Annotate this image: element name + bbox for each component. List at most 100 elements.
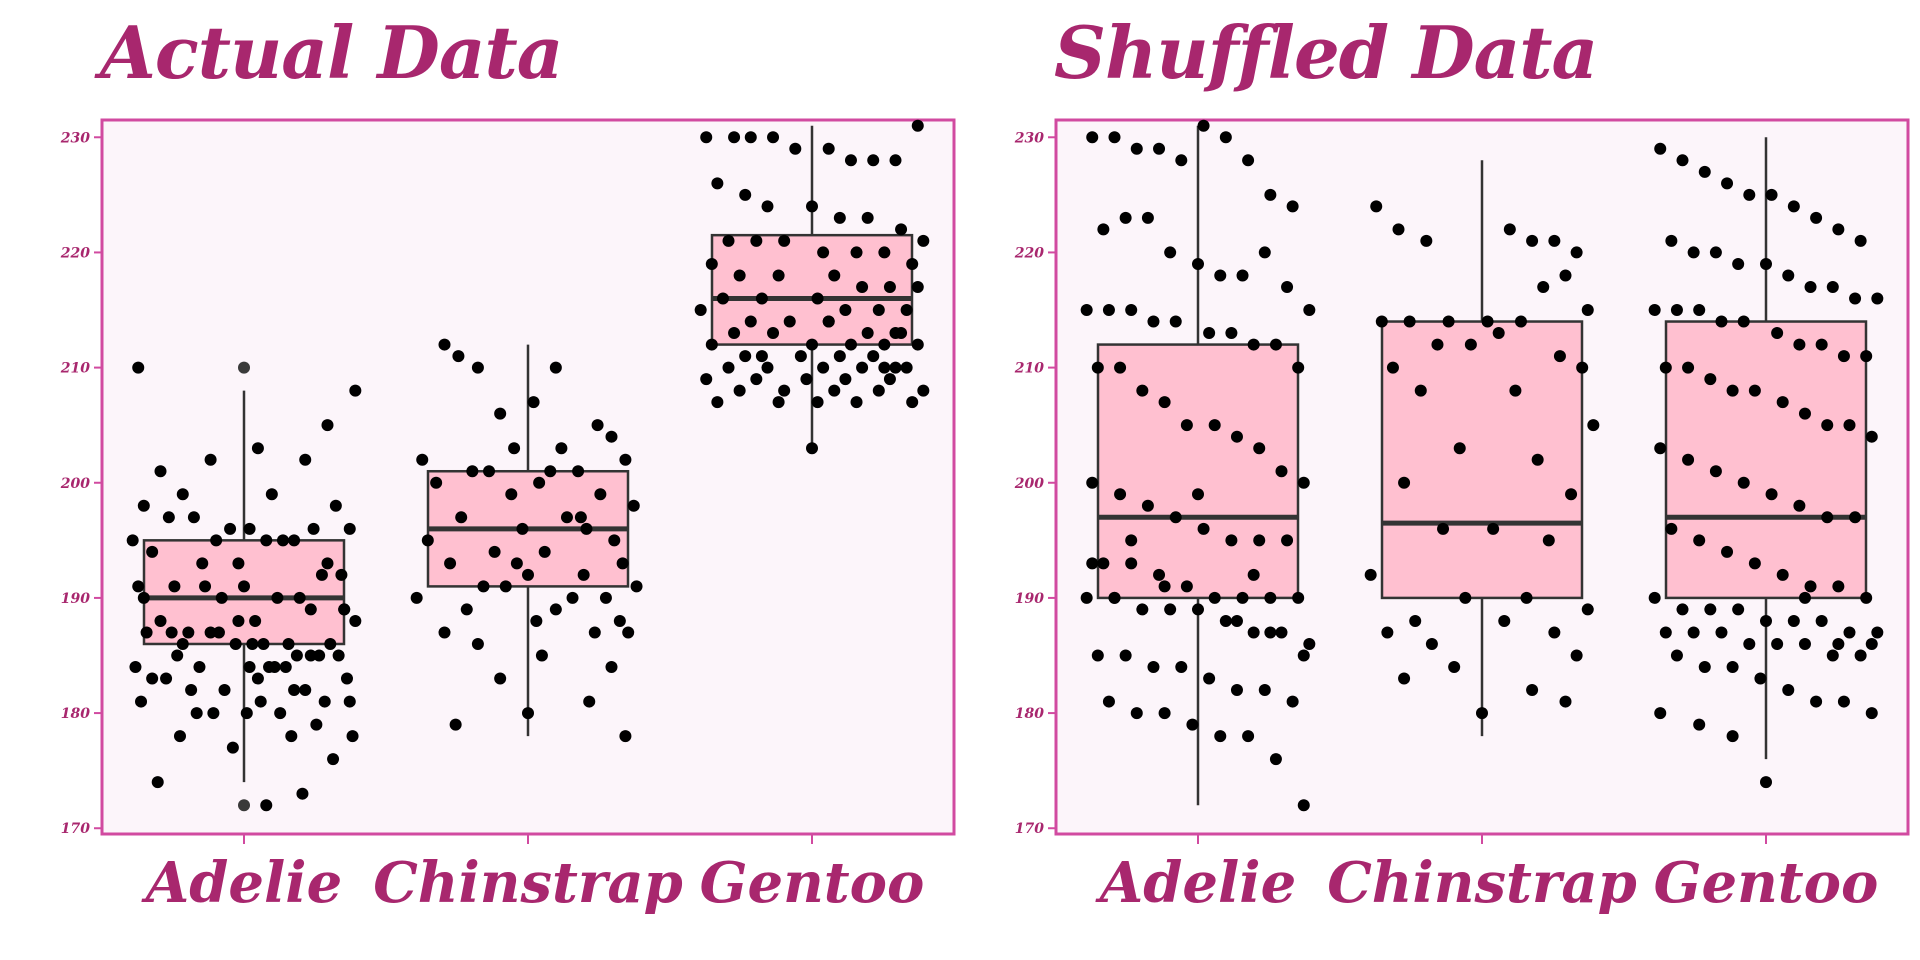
data-point	[583, 695, 596, 708]
data-point	[739, 188, 752, 201]
data-point	[1297, 649, 1310, 662]
data-point	[1798, 591, 1811, 604]
data-point	[1370, 200, 1383, 213]
data-point	[1821, 419, 1834, 432]
data-point	[1837, 350, 1850, 363]
chart-panel-actual: 170 180 190 200 210 220 230 Adelie Chinstrap Gent…	[60, 118, 956, 916]
data-point	[755, 350, 768, 363]
data-point	[137, 591, 150, 604]
data-point	[778, 384, 791, 397]
data-point	[733, 384, 746, 397]
data-point	[332, 649, 345, 662]
data-point	[1721, 177, 1734, 190]
data-point	[1203, 672, 1216, 685]
data-point	[630, 580, 643, 593]
data-point	[1364, 568, 1377, 581]
data-point	[839, 373, 852, 386]
data-point	[911, 280, 924, 293]
data-point	[1565, 488, 1578, 501]
data-point	[544, 465, 557, 478]
data-point	[1147, 315, 1160, 328]
data-point	[1175, 661, 1188, 674]
x-tick-label-gentoo: Gentoo	[700, 850, 925, 916]
data-point	[1136, 603, 1149, 616]
chart-panel-shuffled: 170 180 190 200 210 220 230 Adelie Chinstrap Gent…	[1014, 118, 1910, 916]
data-point	[1125, 557, 1138, 570]
data-point	[1654, 142, 1667, 155]
data-point	[850, 246, 863, 259]
data-point	[1208, 419, 1221, 432]
data-point	[1153, 142, 1166, 155]
data-point	[154, 465, 167, 478]
data-point	[1264, 591, 1277, 604]
data-point	[1832, 580, 1845, 593]
data-point	[335, 568, 348, 581]
panel-title-shuffled: Shuffled Data	[1054, 10, 1598, 95]
data-point	[1208, 591, 1221, 604]
data-point	[449, 718, 462, 731]
data-point	[1425, 637, 1438, 650]
data-point	[800, 373, 813, 386]
box-adelie	[1096, 125, 1300, 806]
points-chinstrap	[410, 338, 643, 743]
data-point	[1403, 315, 1416, 328]
data-point	[1693, 718, 1706, 731]
data-point	[895, 327, 908, 340]
data-point	[313, 649, 326, 662]
data-point	[608, 534, 621, 547]
data-point	[1437, 522, 1450, 535]
box-iqr	[1096, 343, 1300, 600]
data-point	[522, 707, 534, 720]
data-point	[1114, 361, 1127, 374]
data-point	[527, 396, 540, 409]
box-iqr	[1380, 320, 1584, 600]
data-point	[705, 338, 718, 351]
data-point	[619, 730, 632, 743]
data-point	[293, 591, 306, 604]
data-point	[288, 534, 301, 547]
data-point	[460, 603, 473, 616]
data-point	[135, 695, 148, 708]
data-point	[210, 534, 223, 547]
data-point	[1821, 511, 1834, 524]
y-tick-label: 190	[61, 591, 90, 607]
data-point	[1242, 730, 1255, 743]
data-point	[811, 292, 824, 305]
data-point	[1091, 361, 1104, 374]
data-point	[1236, 591, 1249, 604]
data-point	[705, 257, 718, 270]
data-point	[1854, 234, 1867, 247]
data-point	[883, 280, 896, 293]
data-point	[1102, 304, 1115, 317]
data-point	[187, 511, 200, 524]
data-point	[767, 131, 780, 144]
data-point	[471, 637, 484, 650]
data-point	[1676, 603, 1689, 616]
data-point	[196, 557, 209, 570]
data-point	[1793, 338, 1806, 351]
data-point	[1119, 649, 1132, 662]
data-point	[1826, 280, 1839, 293]
data-point	[1230, 614, 1243, 627]
data-point	[1130, 142, 1143, 155]
data-point	[1871, 292, 1884, 305]
data-point	[1247, 338, 1260, 351]
data-point	[1843, 626, 1856, 639]
data-point	[1292, 361, 1305, 374]
data-point	[1398, 672, 1411, 685]
data-point	[1086, 131, 1099, 144]
data-point	[1269, 338, 1282, 351]
y-tick-label: 230	[1014, 130, 1044, 146]
data-point	[1782, 684, 1795, 697]
data-point	[329, 499, 342, 512]
data-point	[1704, 373, 1717, 386]
data-point	[1748, 557, 1761, 570]
data-point	[1860, 591, 1873, 604]
data-point	[1130, 707, 1143, 720]
data-point	[822, 315, 835, 328]
data-point	[1114, 488, 1127, 501]
data-point	[1587, 419, 1600, 432]
data-point	[279, 661, 292, 674]
data-point	[254, 695, 267, 708]
data-point	[1097, 557, 1110, 570]
